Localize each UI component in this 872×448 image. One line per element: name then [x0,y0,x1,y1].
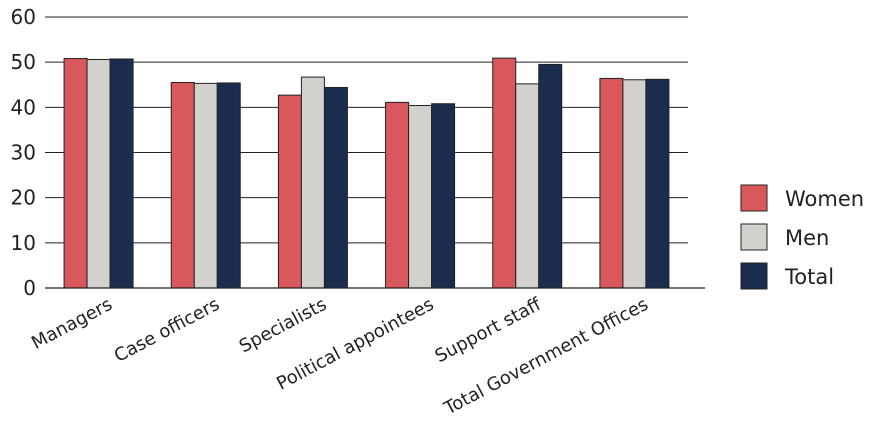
legend-label-total: Total [784,265,834,289]
bar-total [323,86,348,289]
category-label: Case officers [111,294,223,367]
y-tick-label: 30 [11,141,36,165]
bar-total [431,103,456,289]
bar-women [170,81,195,289]
y-axis-tick-labels: 0 10 20 30 40 50 60 [11,5,36,300]
y-tick-label: 20 [11,186,36,210]
y-tick-label: 40 [11,95,36,119]
bar-women [277,94,302,289]
bar-total [109,58,134,289]
bar-women [599,77,624,289]
bar-women [385,101,410,289]
bar-women [492,57,517,289]
legend-swatch-total [740,262,768,290]
category-label: Total Government Offices [440,294,652,420]
category-label: Specialists [236,294,330,357]
bar-total [538,63,563,289]
bar-women [63,58,88,289]
gridlines [45,16,688,244]
legend: Women Men Total [740,184,864,290]
bar-men [300,76,325,289]
category-label: Managers [28,294,116,354]
bar-men [515,83,540,289]
legend-swatch-men [740,223,768,251]
bar-men [86,58,111,289]
bar-men [408,105,433,289]
bar-men [622,79,647,289]
y-tick-label: 50 [11,50,36,74]
bars [63,57,670,289]
y-tick-label: 10 [11,231,36,255]
y-tick-label: 0 [23,276,36,300]
legend-label-men: Men [785,226,829,250]
legend-swatch-women [740,184,768,212]
legend-label-women: Women [785,187,864,211]
bar-total [216,82,241,289]
y-tick-label: 60 [11,5,36,29]
bar-men [193,82,218,289]
bar-total [645,78,670,289]
